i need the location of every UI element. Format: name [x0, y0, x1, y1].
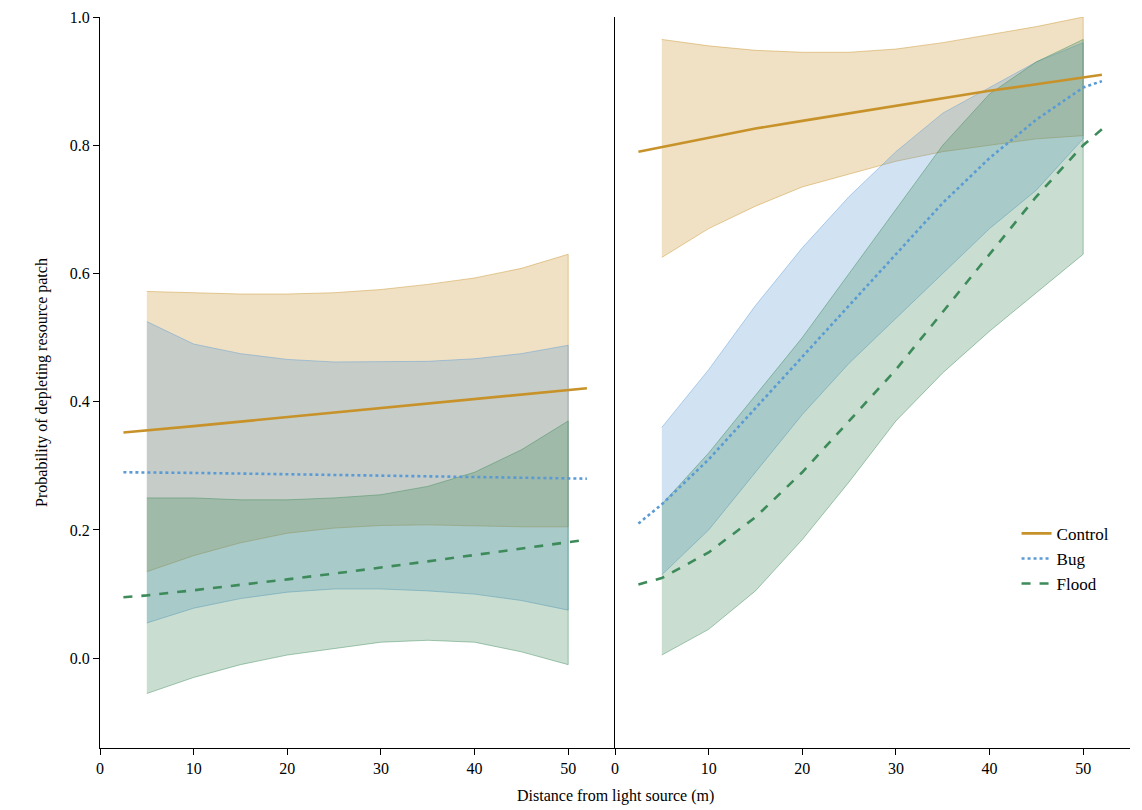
- svg-text:30: 30: [888, 760, 904, 777]
- svg-text:0.6: 0.6: [70, 265, 90, 282]
- svg-text:20: 20: [279, 760, 295, 777]
- svg-text:Distance from light source (m): Distance from light source (m): [517, 787, 714, 805]
- svg-text:10: 10: [186, 760, 202, 777]
- svg-text:0: 0: [611, 760, 619, 777]
- svg-text:1.0: 1.0: [70, 9, 90, 26]
- svg-text:0: 0: [96, 760, 104, 777]
- svg-text:0.4: 0.4: [70, 393, 90, 410]
- svg-text:Probability of depleting resou: Probability of depleting resource patch: [33, 258, 51, 507]
- svg-text:0.0: 0.0: [70, 650, 90, 667]
- svg-text:0.8: 0.8: [70, 137, 90, 154]
- svg-text:50: 50: [1075, 760, 1091, 777]
- svg-text:Control: Control: [1057, 525, 1109, 544]
- svg-text:40: 40: [467, 760, 483, 777]
- svg-text:30: 30: [373, 760, 389, 777]
- svg-text:0.2: 0.2: [70, 522, 90, 539]
- svg-text:Bug: Bug: [1057, 550, 1086, 569]
- svg-text:20: 20: [794, 760, 810, 777]
- svg-text:50: 50: [560, 760, 576, 777]
- svg-text:10: 10: [701, 760, 717, 777]
- svg-text:Flood: Flood: [1057, 575, 1097, 594]
- svg-text:40: 40: [982, 760, 998, 777]
